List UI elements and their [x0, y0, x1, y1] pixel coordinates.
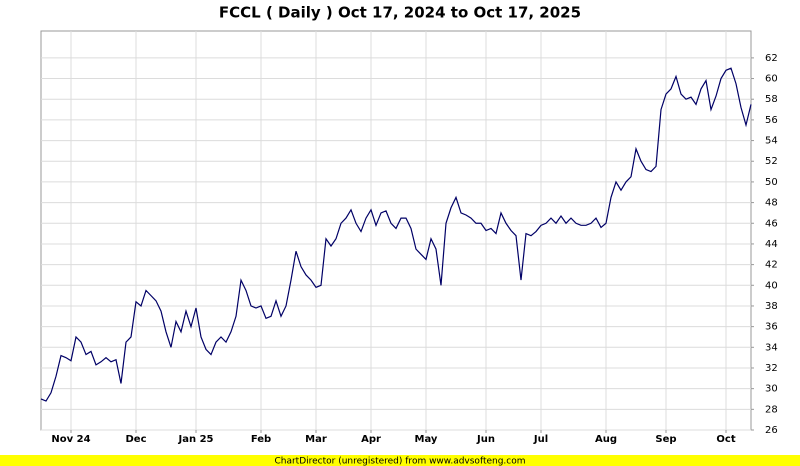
y-tick-label: 48: [765, 198, 778, 209]
y-tick-label: 50: [765, 177, 778, 188]
x-tick-label: Jun: [476, 434, 495, 445]
x-tick-label: Nov 24: [51, 434, 90, 445]
y-tick-label: 62: [765, 53, 778, 64]
y-tick-label: 60: [765, 74, 778, 85]
footer-bar: [0, 455, 800, 466]
x-tick-label: Aug: [595, 434, 617, 445]
y-tick-label: 46: [765, 218, 778, 229]
x-tick-label: Jul: [533, 434, 548, 445]
footer: ChartDirector (unregistered) from www.ad…: [274, 457, 525, 466]
y-tick-label: 28: [765, 404, 778, 415]
y-tick-label: 38: [765, 301, 778, 312]
x-tick-label: May: [415, 434, 438, 445]
price-line: [40, 67, 752, 402]
y-tick-label: 58: [765, 94, 778, 105]
x-tick-label: Apr: [361, 434, 381, 445]
y-tick-label: 34: [765, 342, 778, 353]
x-tick-label: Dec: [125, 434, 146, 445]
y-tick-label: 30: [765, 384, 778, 395]
y-tick-label: 54: [765, 136, 778, 147]
x-tick-label: Oct: [716, 434, 735, 445]
x-tick-label: Jan 25: [178, 434, 214, 445]
y-tick-label: 36: [765, 322, 778, 333]
x-tick-label: Sep: [655, 434, 676, 445]
chart-title: FCCL ( Daily ) Oct 17, 2024 to Oct 17, 2…: [219, 4, 581, 22]
y-tick-label: 56: [765, 115, 778, 126]
x-tick-label: Feb: [251, 434, 271, 445]
y-tick-label: 44: [765, 239, 778, 250]
x-tick-label: Mar: [305, 434, 327, 445]
y-tick-label: 52: [765, 156, 778, 167]
y-tick-label: 26: [765, 425, 778, 436]
y-tick-label: 42: [765, 260, 778, 271]
y-tick-label: 40: [765, 280, 778, 291]
y-tick-label: 32: [765, 363, 778, 374]
